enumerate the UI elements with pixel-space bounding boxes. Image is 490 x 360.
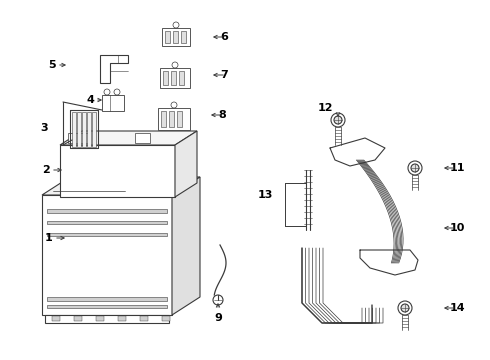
Text: 9: 9 [214,313,222,323]
Text: 7: 7 [220,70,228,80]
Polygon shape [175,131,197,197]
Circle shape [77,181,87,191]
Circle shape [401,304,409,312]
Polygon shape [118,316,126,321]
Circle shape [172,62,178,68]
Text: 14: 14 [449,303,465,313]
Polygon shape [140,316,148,321]
Text: 3: 3 [40,123,48,133]
Circle shape [398,301,412,315]
Polygon shape [172,177,200,315]
Circle shape [411,164,419,172]
Polygon shape [165,31,170,43]
Text: 13: 13 [257,190,273,200]
Text: 1: 1 [45,233,53,243]
Polygon shape [42,195,172,315]
Text: 12: 12 [317,103,333,113]
Text: 10: 10 [449,223,465,233]
Polygon shape [169,111,174,127]
Polygon shape [60,131,197,145]
Circle shape [213,295,223,305]
Polygon shape [100,55,128,83]
Text: 5: 5 [48,60,56,70]
Polygon shape [68,133,90,143]
Polygon shape [160,68,190,88]
Polygon shape [47,305,167,309]
Polygon shape [177,111,182,127]
Text: 11: 11 [449,163,465,173]
Circle shape [173,22,179,28]
Polygon shape [179,71,184,85]
Polygon shape [102,95,124,111]
Polygon shape [52,316,60,321]
Circle shape [331,113,345,127]
Circle shape [408,161,422,175]
Polygon shape [92,112,96,147]
Polygon shape [161,111,166,127]
Circle shape [97,181,106,191]
Circle shape [171,102,177,108]
Polygon shape [96,316,104,321]
Text: 6: 6 [220,32,228,42]
Polygon shape [135,133,150,143]
Polygon shape [162,316,170,321]
Polygon shape [77,112,81,147]
Polygon shape [45,315,169,323]
Circle shape [114,89,120,95]
Circle shape [104,89,110,95]
Polygon shape [74,316,82,321]
Polygon shape [47,297,167,301]
Text: 8: 8 [218,110,226,120]
Polygon shape [60,145,175,197]
Polygon shape [42,177,200,195]
Polygon shape [47,221,167,224]
Polygon shape [162,28,190,46]
Circle shape [98,183,104,189]
Polygon shape [171,71,176,85]
Circle shape [334,116,342,124]
Circle shape [79,183,85,189]
Text: 2: 2 [42,165,50,175]
Polygon shape [72,112,76,147]
Polygon shape [163,71,168,85]
Polygon shape [173,31,178,43]
Polygon shape [47,233,167,237]
Polygon shape [158,108,190,130]
Polygon shape [87,112,91,147]
Polygon shape [47,210,167,213]
Polygon shape [82,112,86,147]
Polygon shape [181,31,186,43]
Text: 4: 4 [86,95,94,105]
